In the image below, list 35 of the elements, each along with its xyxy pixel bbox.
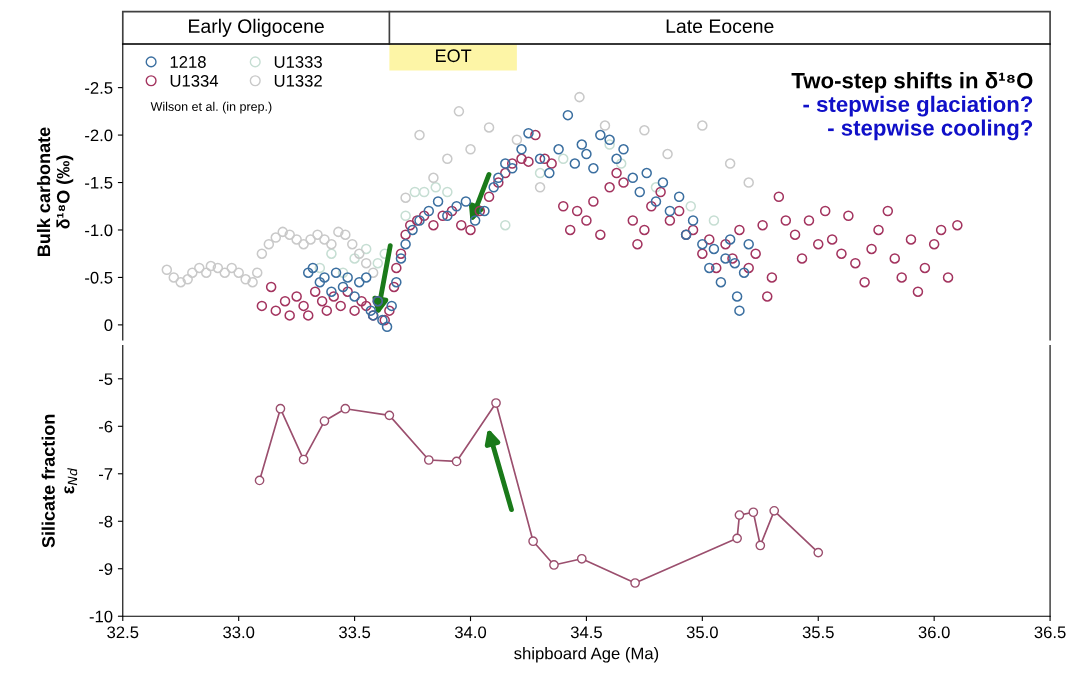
y-tick-label: 0	[104, 319, 113, 332]
x-tick-label: 33.5	[339, 626, 371, 639]
y-tick-label: -2.0	[85, 129, 113, 142]
y-tick-label: -1.5	[85, 177, 113, 189]
annotation: Wilson et al. (in prep.)	[150, 101, 272, 114]
x-tick-label: 33.0	[223, 626, 255, 639]
y-tick-label: -2.5	[85, 82, 113, 94]
y-tick-label: -0.5	[85, 271, 113, 284]
x-tick-label: 36.0	[918, 626, 950, 639]
x-tick-label: 36.5	[1034, 626, 1066, 639]
annotation: - stepwise glaciation?	[803, 95, 1033, 117]
y-axis-title: Silicate fraction ε$_{Nd}$	[41, 414, 78, 548]
y-tick-label: -6	[98, 420, 113, 433]
y-tick-label: -1.0	[85, 224, 113, 237]
legend-label: U1333	[274, 56, 322, 68]
band-label: EOT	[436, 49, 472, 63]
y-tick-label: -8	[98, 515, 113, 528]
text: Late Eocene	[666, 19, 774, 34]
y-tick-label: -5	[98, 373, 113, 386]
y-axis-title: Bulk carbonate δ¹⁸O (‰)	[36, 127, 74, 257]
x-tick-label: 34.5	[570, 626, 602, 639]
x-tick-label: 32.5	[107, 626, 139, 639]
text: Early Oligocene	[189, 18, 324, 37]
y-tick-label: -7	[98, 468, 113, 480]
annotation: Two-step shifts in δ¹⁸O	[791, 72, 1033, 93]
x-axis-title: shipboard Age (Ma)	[514, 647, 659, 663]
legend-label: 1218	[170, 56, 206, 68]
annotation: - stepwise cooling?	[828, 119, 1033, 141]
legend-label: U1334	[170, 74, 219, 87]
y-tick-label: -9	[98, 563, 113, 575]
x-tick-label: 35.0	[686, 626, 718, 639]
y-tick-label: -10	[89, 610, 113, 623]
x-tick-label: 35.5	[802, 626, 834, 639]
legend-label: U1332	[274, 74, 322, 87]
x-tick-label: 34.0	[454, 626, 487, 639]
